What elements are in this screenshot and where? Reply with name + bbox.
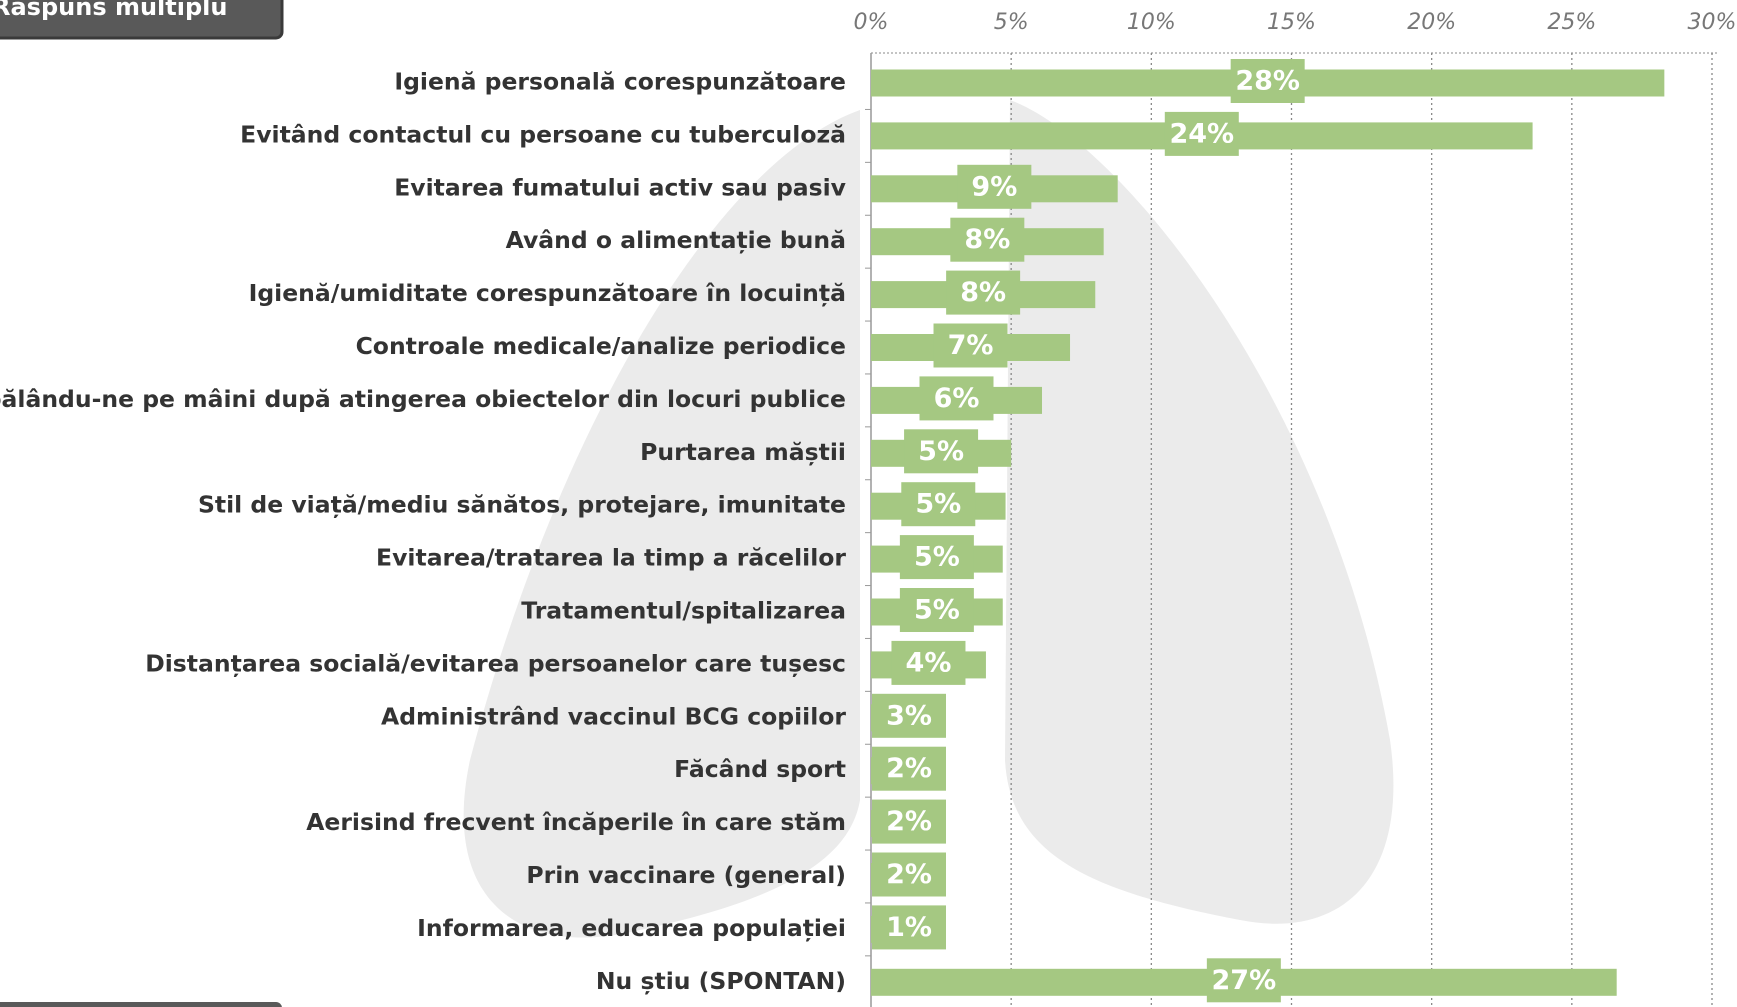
value-label: 2% xyxy=(886,806,932,837)
value-label: 28% xyxy=(1235,66,1300,97)
value-label: 2% xyxy=(886,753,932,784)
y-tick-label: Evitarea/tratarea la timp a răcelilor xyxy=(376,544,846,572)
value-label: 5% xyxy=(918,436,964,467)
x-tick-label: 25% xyxy=(1547,10,1596,35)
x-tick-label: 0% xyxy=(854,10,889,35)
value-label: 24% xyxy=(1169,118,1234,149)
y-tick-label: Distanțarea socială/evitarea persoanelor… xyxy=(145,649,846,677)
x-tick-label: 5% xyxy=(994,10,1029,35)
y-tick-label: Spălându-ne pe mâini după atingerea obie… xyxy=(0,385,846,413)
x-tick-label: 10% xyxy=(1127,10,1176,35)
value-label: 5% xyxy=(915,489,961,520)
value-label: 8% xyxy=(964,224,1010,255)
y-tick-label: Stil de viață/mediu sănătos, protejare, … xyxy=(198,491,846,519)
page: Răspuns multiplu 0% 5% 10% 15% 20% 25% 30% Igie… xyxy=(0,0,1737,1007)
note-text: Răspuns multiplu xyxy=(0,0,227,21)
value-label: 5% xyxy=(914,542,960,573)
y-tick-label: Controale medicale/analize periodice xyxy=(356,332,846,360)
y-tick-label: Igienă/umiditate corespunzătoare în locu… xyxy=(249,279,846,307)
value-label: 5% xyxy=(914,595,960,626)
lung-right xyxy=(1005,100,1393,924)
y-tick-label: Având o alimentație bună xyxy=(506,226,846,254)
x-tick-label: 20% xyxy=(1407,10,1456,35)
y-tick-label: Evitarea fumatului activ sau pasiv xyxy=(394,173,846,201)
value-label: 8% xyxy=(960,277,1006,308)
y-tick-label: Făcând sport xyxy=(674,755,846,783)
value-label: 2% xyxy=(886,859,932,890)
value-label: 9% xyxy=(971,171,1017,202)
x-tick-label: 30% xyxy=(1688,10,1737,35)
y-tick-label: Informarea, educarea populației xyxy=(417,914,846,942)
value-label: 6% xyxy=(934,383,980,414)
y-tick-label: Tratamentul/spitalizarea xyxy=(521,597,846,625)
y-tick-label: Aerisind frecvent încăperile în care stă… xyxy=(306,808,846,836)
y-tick-label: Nu știu (SPONTAN) xyxy=(596,967,846,995)
y-tick-label: Purtarea măștii xyxy=(640,438,846,466)
y-tick-label: Prin vaccinare (general) xyxy=(526,861,846,889)
value-label: 7% xyxy=(948,330,994,361)
x-tick-label: 15% xyxy=(1267,10,1316,35)
value-label: 4% xyxy=(906,647,952,678)
footer-box xyxy=(0,1002,282,1007)
chart: Răspuns multiplu 0% 5% 10% 15% 20% 25% 30% Igie… xyxy=(0,0,1737,1007)
y-tick-label: Igienă personală corespunzătoare xyxy=(394,68,846,96)
value-label: 27% xyxy=(1212,965,1277,996)
y-tick-label: Evitând contactul cu persoane cu tubercu… xyxy=(240,120,846,148)
y-tick-label: Administrând vaccinul BCG copiilor xyxy=(381,702,846,730)
value-label: 3% xyxy=(886,700,932,731)
value-label: 1% xyxy=(886,912,932,943)
